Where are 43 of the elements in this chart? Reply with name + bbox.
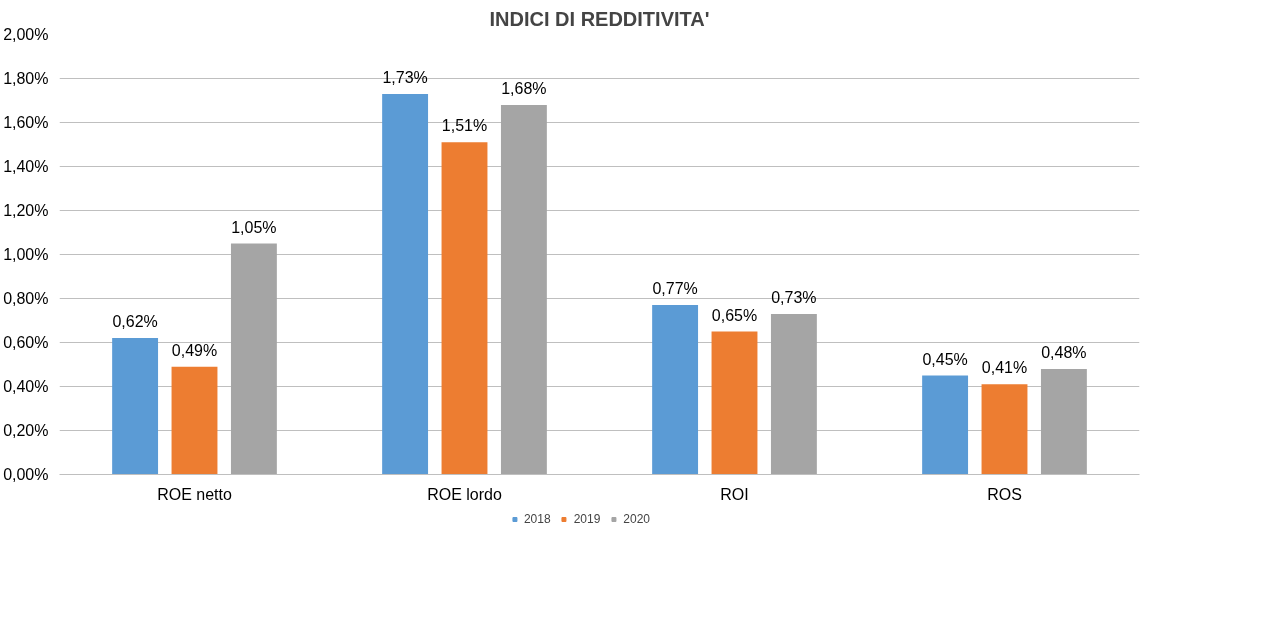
data-label: 1,73% [382, 68, 428, 86]
data-label: 0,77% [652, 280, 698, 298]
data-label: 0,62% [112, 313, 158, 331]
data-label: 0,45% [922, 350, 968, 368]
y-tick-label: 0,40% [3, 378, 49, 395]
y-tick-label: 0,00% [3, 466, 49, 483]
legend-label: 2018 [523, 512, 551, 526]
data-label: 0,49% [171, 341, 218, 359]
data-label: 0,65% [711, 306, 758, 324]
y-tick-label: 0,20% [3, 422, 49, 439]
y-tick-label: 1,40% [3, 158, 49, 175]
legend-label: 2019 [573, 512, 601, 526]
data-label: 1,51% [441, 117, 488, 135]
bar [382, 93, 429, 475]
x-tick-label: ROI [720, 485, 749, 503]
y-tick-label: 1,20% [3, 202, 49, 219]
data-label: 0,73% [771, 288, 817, 306]
bar [230, 243, 277, 475]
bar [981, 384, 1028, 475]
y-tick-label: 0,80% [3, 290, 49, 307]
y-tick-label: 2,00% [3, 26, 49, 43]
x-tick-label: ROE netto [157, 485, 232, 503]
y-tick-label: 1,00% [3, 246, 49, 263]
y-tick-label: 1,60% [3, 114, 49, 131]
x-tick-label: ROE lordo [427, 485, 502, 503]
bar [112, 338, 159, 475]
data-label: 1,05% [231, 218, 277, 236]
chart-title: INDICI DI REDDITIVITA' [489, 7, 710, 30]
legend-label: 2020 [623, 512, 651, 526]
bar [711, 331, 758, 475]
bar [1040, 368, 1087, 475]
data-label: 1,68% [501, 79, 547, 97]
x-tick-label: ROS [987, 485, 1022, 503]
bar [441, 142, 488, 475]
bar [500, 104, 547, 475]
y-tick-label: 1,80% [3, 70, 49, 87]
data-label: 0,41% [981, 359, 1028, 377]
bar [770, 313, 817, 475]
y-tick-label: 0,60% [3, 334, 49, 351]
bar [171, 366, 218, 475]
data-label: 0,48% [1041, 343, 1087, 361]
bar [652, 305, 699, 475]
bar [922, 375, 969, 475]
